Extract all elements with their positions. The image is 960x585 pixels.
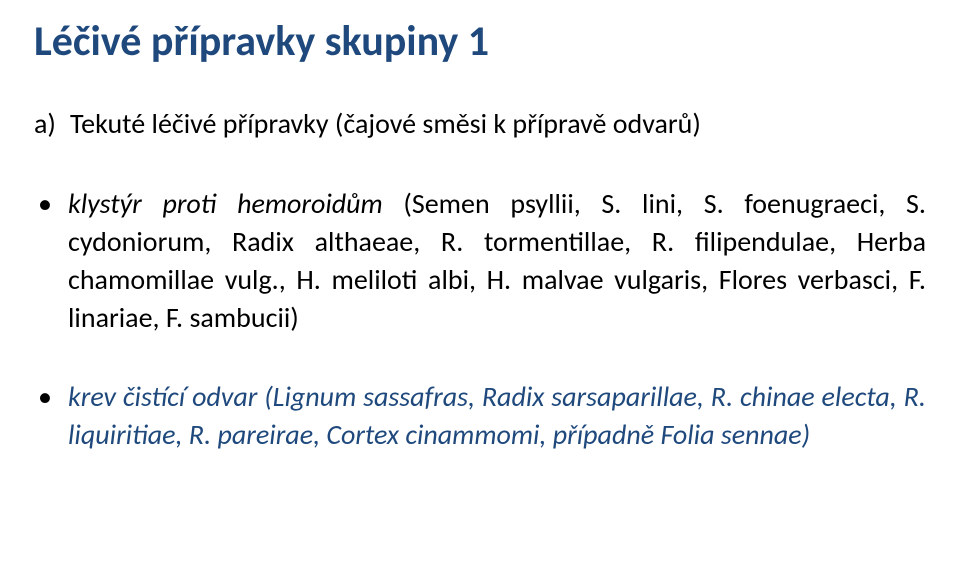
bullet-klystyr-lead: klystýr proti hemoroidům (68, 186, 403, 221)
slide-container: Léčivé přípravky skupiny 1 a)Tekuté léči… (0, 0, 960, 585)
section-a-text: Tekuté léčivé přípravky (čajové směsi k … (70, 106, 701, 141)
section-a-marker: a) (34, 106, 70, 141)
content-list: a)Tekuté léčivé přípravky (čajové směsi … (34, 106, 926, 454)
bullet-klystyr: klystýr proti hemoroidům (Semen psyllii,… (34, 185, 926, 336)
bullet-krev: krev čistící odvar (Lignum sassafras, Ra… (34, 378, 926, 454)
slide-title: Léčivé přípravky skupiny 1 (34, 18, 926, 66)
bullet-krev-lead: krev čistící odvar (68, 379, 264, 414)
section-a: a)Tekuté léčivé přípravky (čajové směsi … (34, 106, 926, 141)
